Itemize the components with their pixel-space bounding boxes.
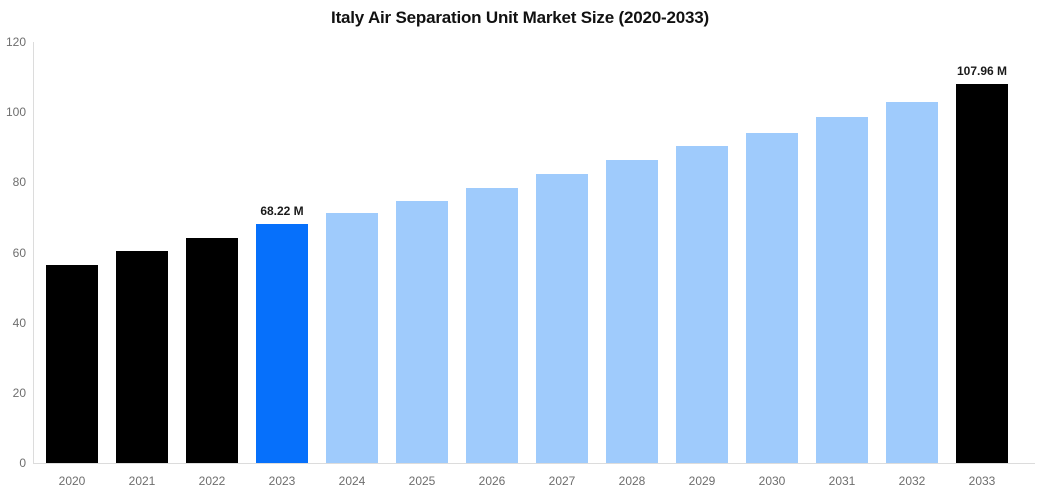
x-axis-tick-label-2022: 2022 [198, 474, 226, 488]
bar-group[interactable] [116, 42, 168, 463]
bar-group[interactable]: 107.96 M [956, 42, 1008, 463]
bar-2022[interactable] [186, 238, 238, 463]
y-axis-tick-labels: 0 20 40 60 80 100 120 [0, 0, 26, 500]
bar-2030[interactable] [746, 132, 798, 463]
bar-2026[interactable] [466, 187, 518, 463]
y-axis-tick-label: 80 [12, 175, 26, 190]
y-axis-line [33, 42, 34, 463]
bar-group[interactable] [746, 42, 798, 463]
x-axis-tick-label-2021: 2021 [128, 474, 156, 488]
x-axis-tick-label-2020: 2020 [58, 474, 86, 488]
bar-2029[interactable] [676, 146, 728, 463]
x-axis-tick-label-2025: 2025 [408, 474, 436, 488]
bar-group[interactable]: 68.22 M [256, 42, 308, 463]
x-axis-tick-label-2032: 2032 [898, 474, 926, 488]
bar-2025[interactable] [396, 200, 448, 463]
bar-group[interactable] [46, 42, 98, 463]
bar-value-label-2033: 107.96 M [956, 64, 1008, 79]
bar-group[interactable] [886, 42, 938, 463]
bar-2027[interactable] [536, 173, 588, 463]
bar-group[interactable] [396, 42, 448, 463]
plot-area: 68.22 M 107.96 M [33, 42, 1035, 463]
bar-2031[interactable] [816, 117, 868, 463]
x-axis-tick-label-2023: 2023 [268, 474, 296, 488]
bar-group[interactable] [536, 42, 588, 463]
y-axis-tick-label: 60 [12, 245, 26, 260]
x-axis-tick-label-2030: 2030 [758, 474, 786, 488]
x-axis-tick-label-2027: 2027 [548, 474, 576, 488]
chart-title: Italy Air Separation Unit Market Size (2… [331, 8, 709, 27]
bar-group[interactable] [816, 42, 868, 463]
x-axis-line [33, 463, 1035, 464]
bar-2024[interactable] [326, 213, 378, 463]
y-axis-tick-label: 0 [19, 456, 26, 470]
bar-2023[interactable] [256, 223, 308, 463]
y-axis-tick-label: 40 [12, 315, 26, 330]
bar-2028[interactable] [606, 160, 658, 463]
bar-group[interactable] [606, 42, 658, 463]
x-axis-tick-label-2031: 2031 [828, 474, 856, 488]
bar-value-label-2023: 68.22 M [260, 203, 304, 218]
y-axis-tick-label: 120 [5, 35, 26, 49]
x-axis-tick-label-2026: 2026 [478, 474, 506, 488]
bar-2033[interactable] [956, 84, 1008, 463]
bar-group[interactable] [326, 42, 378, 463]
bar-group[interactable] [186, 42, 238, 463]
x-axis-tick-label-2024: 2024 [338, 474, 366, 488]
y-axis-tick-label: 100 [5, 105, 26, 120]
bar-group[interactable] [676, 42, 728, 463]
bar-2021[interactable] [116, 251, 168, 463]
bar-group[interactable] [466, 42, 518, 463]
bar-2032[interactable] [886, 102, 938, 463]
y-axis-tick-label: 20 [12, 385, 26, 400]
bar-2020[interactable] [46, 265, 98, 463]
x-axis-tick-label-2028: 2028 [618, 474, 646, 488]
x-axis-tick-label-2033: 2033 [968, 474, 996, 488]
x-axis-tick-label-2029: 2029 [688, 474, 716, 488]
